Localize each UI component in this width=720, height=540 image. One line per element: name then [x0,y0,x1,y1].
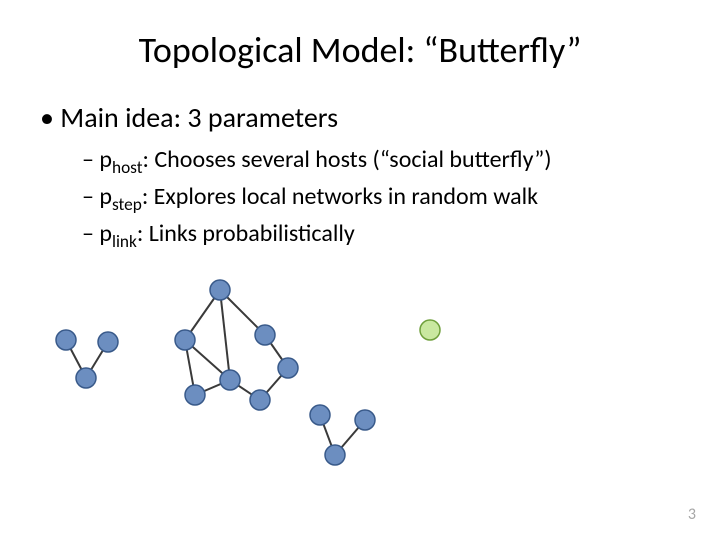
param-host: phost: Chooses several hosts (“social bu… [82,145,680,178]
param-link: plink: Links probabilistically [82,219,680,252]
param-var: p [99,145,112,174]
diagram-node [56,330,76,350]
param-sub: host [112,157,143,178]
param-sub: step [112,194,142,215]
diagram-edge [220,290,230,380]
diagram-node [255,325,275,345]
page-number: 3 [688,505,696,524]
param-var: p [99,182,112,211]
param-var: p [99,219,112,248]
param-desc: : Chooses several hosts (“social butterf… [143,145,552,174]
diagram-node [325,445,345,465]
param-desc: : Explores local networks in random walk [142,182,538,211]
diagram-node [76,368,96,388]
param-step: pstep: Explores local networks in random… [82,182,680,215]
diagram-node [355,410,375,430]
diagram-special-node [420,320,440,340]
diagram-node [98,332,118,352]
diagram-node [250,390,270,410]
param-desc: : Links probabilistically [137,219,355,248]
diagram-node [185,385,205,405]
diagram-node [175,330,195,350]
slide-title: Topological Model: “Butterfly” [40,28,680,72]
diagram-node [220,370,240,390]
diagram-node [310,405,330,425]
diagram-node [210,280,230,300]
diagram-node [278,358,298,378]
main-bullet: Main idea: 3 parameters [40,100,680,135]
param-sub: link [112,230,137,251]
network-diagram [30,260,530,480]
